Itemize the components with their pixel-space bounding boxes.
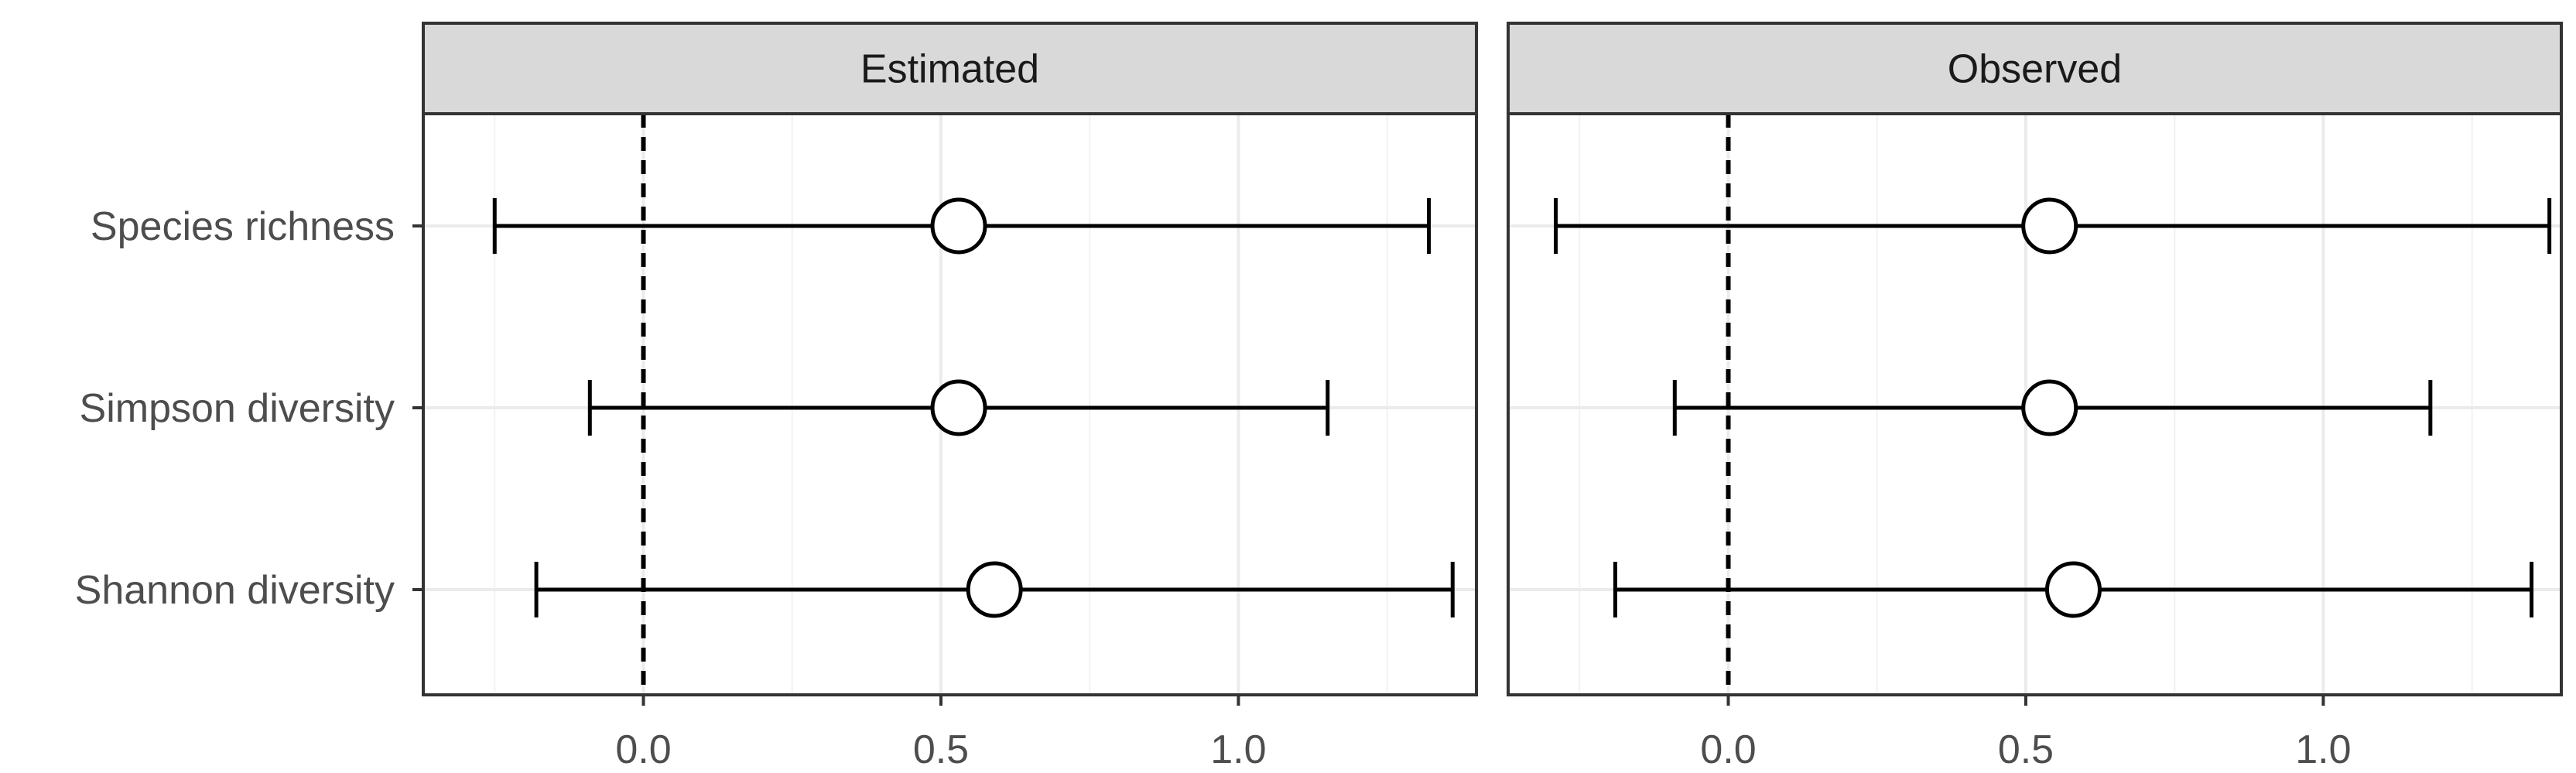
panel-border [1507, 112, 2563, 696]
panel-border [422, 112, 1478, 696]
x-tick-label: 0.0 [615, 727, 671, 772]
x-tick-label: 1.0 [1210, 727, 1266, 772]
facet-strip [1507, 22, 2563, 115]
y-tick-label: Simpson diversity [80, 386, 395, 431]
x-tick-label: 0.0 [1700, 727, 1756, 772]
x-tick-label: 0.5 [913, 727, 969, 772]
x-tick-label: 0.5 [1998, 727, 2054, 772]
estimate-point [2021, 197, 2078, 255]
estimate-point [930, 197, 987, 255]
facet-strip [422, 22, 1478, 115]
estimate-point [2021, 379, 2078, 436]
x-tick-label: 1.0 [2295, 727, 2351, 772]
facet-strip-label: Estimated [860, 47, 1039, 92]
y-tick-label: Species richness [91, 204, 395, 249]
estimate-point [930, 379, 987, 436]
estimate-point [966, 561, 1023, 618]
estimate-point [2044, 561, 2102, 618]
facet-strip-label: Observed [1948, 47, 2122, 92]
y-tick-label: Shannon diversity [75, 568, 395, 613]
